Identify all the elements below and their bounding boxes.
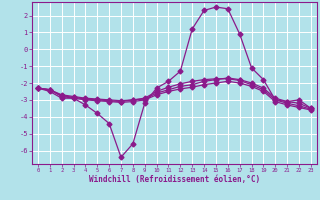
X-axis label: Windchill (Refroidissement éolien,°C): Windchill (Refroidissement éolien,°C): [89, 175, 260, 184]
